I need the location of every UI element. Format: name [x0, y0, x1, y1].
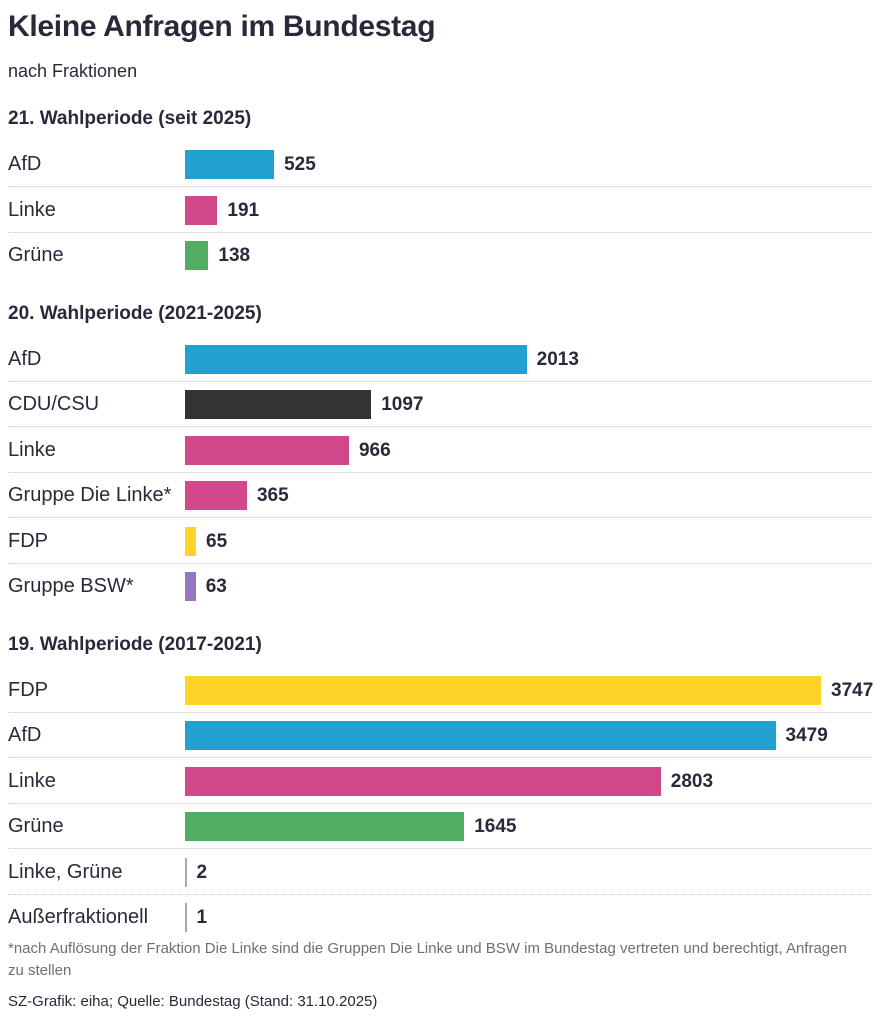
row-divider: [8, 380, 872, 382]
bar-row: Linke 2803: [0, 759, 872, 804]
bar-label: AfD: [8, 153, 42, 175]
group-title: 20. Wahlperiode (2021-2025): [8, 302, 262, 324]
row-divider: [8, 562, 872, 564]
bar-row: Gruppe BSW* 63: [0, 564, 872, 609]
bar-row: Gruppe Die Linke* 365: [0, 473, 872, 518]
bar-row: AfD 525: [0, 142, 872, 187]
bar-value-label: 1645: [474, 816, 517, 837]
row-divider: [8, 426, 872, 427]
chart-subtitle: nach Fraktionen: [8, 61, 138, 81]
row-divider: [8, 848, 872, 849]
bar-value-label: 191: [227, 199, 260, 221]
source-line: SZ-Grafik: eiha; Quelle: Bundestag (Stan…: [8, 993, 378, 1010]
bar-row: CDU/CSU 1097: [0, 382, 872, 427]
bar: [185, 766, 661, 796]
bar-row: Linke 191: [0, 188, 872, 233]
bar-label: Gruppe BSW*: [8, 575, 134, 597]
row-divider: [8, 517, 872, 518]
bar-row: AfD 3479: [0, 713, 872, 758]
row-divider: [8, 471, 872, 473]
bar-label: CDU/CSU: [8, 393, 100, 415]
bar: [185, 481, 247, 510]
group-title: 21. Wahlperiode (seit 2025): [8, 108, 252, 129]
bar-label: Außerfraktionell: [8, 906, 149, 928]
bar-value-label: 2803: [670, 770, 714, 792]
bar: [185, 344, 527, 374]
row-divider: [8, 757, 872, 758]
bar-value-label: 63: [205, 576, 227, 597]
bar-row: Außerfraktionell 1: [0, 895, 872, 940]
bar: [185, 572, 196, 601]
row-divider: [8, 802, 872, 804]
bar: [185, 721, 776, 750]
bar-value-label: 3479: [785, 725, 828, 746]
bar-value-label: 365: [256, 485, 289, 506]
bar-row: Grüne 138: [0, 233, 872, 278]
bar: [185, 150, 275, 179]
row-divider: [8, 893, 872, 895]
bar-row: AfD 2013: [0, 337, 872, 382]
bar-value-label: 65: [206, 530, 228, 552]
bar-label: Grüne: [8, 815, 64, 837]
bar-label: Linke, Grüne: [8, 860, 123, 883]
bar-value-label: 2: [196, 861, 208, 883]
bar: [185, 903, 187, 932]
bar: [185, 195, 218, 225]
row-divider: [8, 186, 872, 187]
bar-label: Grüne: [8, 244, 64, 266]
bar-label: Linke: [8, 769, 56, 792]
bar: [185, 857, 187, 887]
bar-value-label: 1: [196, 907, 208, 928]
row-divider: [8, 231, 872, 233]
bar-label: AfD: [8, 347, 42, 370]
bar-label: Linke: [8, 198, 56, 221]
bar-value-label: 2013: [536, 348, 579, 370]
bar-row: Linke, Grüne 2: [0, 850, 872, 895]
bar-label: Gruppe Die Linke*: [8, 484, 172, 506]
row-divider: [8, 711, 872, 713]
bar-label: FDP: [8, 529, 48, 552]
bar: [185, 241, 209, 270]
bar-value-label: 525: [284, 154, 316, 175]
bar: [185, 526, 197, 556]
bar-value-label: 966: [358, 439, 391, 461]
bar-row: Linke 966: [0, 428, 872, 473]
bar-value-label: 138: [218, 245, 251, 266]
bar: [185, 812, 465, 841]
bar: [185, 435, 349, 465]
bar-label: AfD: [8, 724, 42, 746]
bar-row: FDP 3747: [0, 668, 874, 713]
bar-value-label: 3747: [831, 679, 874, 701]
bar-row: FDP 65: [0, 519, 872, 564]
bar-value-label: 1097: [381, 394, 424, 415]
chart-title: Kleine Anfragen im Bundestag: [8, 10, 436, 43]
group-title: 19. Wahlperiode (2017-2021): [8, 633, 262, 655]
bar-label: FDP: [8, 678, 48, 701]
footnote: *nach Auflösung der Fraktion Die Linke s…: [8, 940, 847, 979]
bar: [185, 390, 372, 419]
bar-row: Grüne 1645: [0, 804, 872, 849]
bar: [185, 675, 821, 705]
bar-label: Linke: [8, 438, 56, 461]
